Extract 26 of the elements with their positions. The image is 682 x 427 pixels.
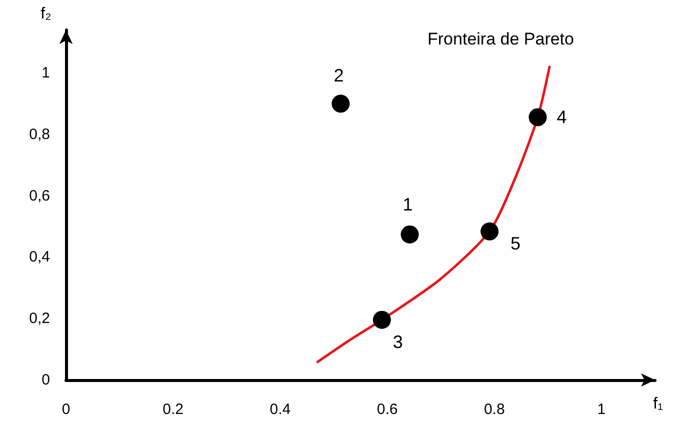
annotation: 4	[556, 107, 567, 128]
x-tick-label: 1	[597, 401, 606, 418]
x-axis-title: f₁	[653, 396, 663, 412]
y-axis-title: f₂	[40, 6, 52, 22]
line-series	[316, 66, 551, 364]
x-tick-label: 0	[62, 401, 70, 418]
annotation: 1	[402, 194, 413, 214]
x-tick-label: 0.4	[270, 401, 291, 418]
point	[400, 225, 419, 244]
y-tick-label: 0,2	[29, 310, 50, 328]
annotation: 2	[334, 66, 344, 86]
x-tick-label: 0.8	[484, 401, 505, 418]
y-tick-label: 1	[42, 64, 50, 82]
point	[372, 310, 391, 329]
annotation: 3	[392, 332, 403, 352]
series-label: Fronteira de Pareto	[428, 29, 574, 48]
y-tick-label: 0,4	[29, 248, 50, 266]
point	[528, 108, 547, 126]
y-tick-label: 0,8	[29, 126, 50, 143]
y-tick-label: 0,6	[29, 187, 50, 204]
x-tick-label: 0.6	[376, 401, 398, 418]
y-tick-label: 0	[42, 372, 50, 388]
point	[332, 94, 350, 113]
point	[480, 222, 499, 240]
x-tick-label: 0.2	[162, 401, 184, 418]
annotation: 5	[510, 233, 521, 254]
